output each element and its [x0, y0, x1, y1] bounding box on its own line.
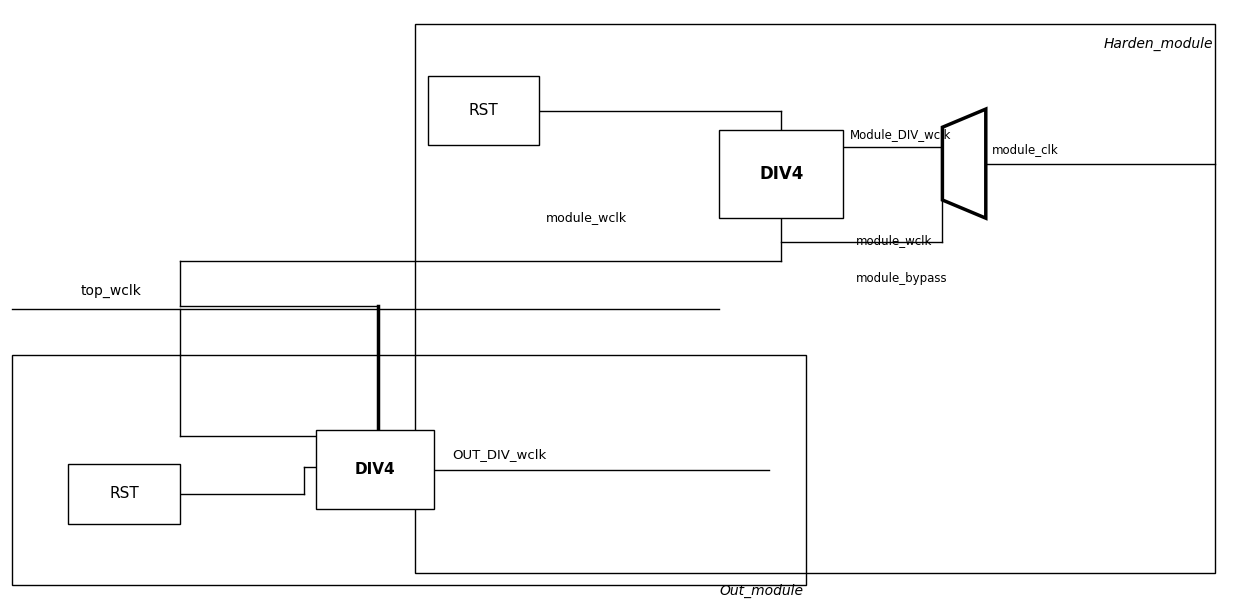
Text: module_wclk: module_wclk [856, 234, 932, 247]
Text: Harden_module: Harden_module [1104, 36, 1213, 50]
Text: module_bypass: module_bypass [856, 272, 947, 285]
Polygon shape [942, 109, 986, 218]
Text: RST: RST [109, 487, 139, 501]
Text: module_clk: module_clk [992, 144, 1059, 156]
Text: top_wclk: top_wclk [81, 284, 141, 298]
Bar [12, 355, 806, 585]
Text: RST: RST [469, 103, 498, 118]
Text: DIV4: DIV4 [355, 462, 396, 477]
Text: Module_DIV_wclk: Module_DIV_wclk [849, 128, 951, 141]
Bar [415, 24, 1215, 573]
Bar [316, 430, 434, 509]
Text: OUT_DIV_wclk: OUT_DIV_wclk [453, 448, 547, 461]
Bar [428, 76, 539, 145]
Bar [719, 130, 843, 218]
Text: DIV4: DIV4 [759, 165, 804, 183]
Text: module_wclk: module_wclk [546, 211, 626, 224]
Text: Out_module: Out_module [719, 584, 804, 598]
Bar [68, 464, 180, 524]
